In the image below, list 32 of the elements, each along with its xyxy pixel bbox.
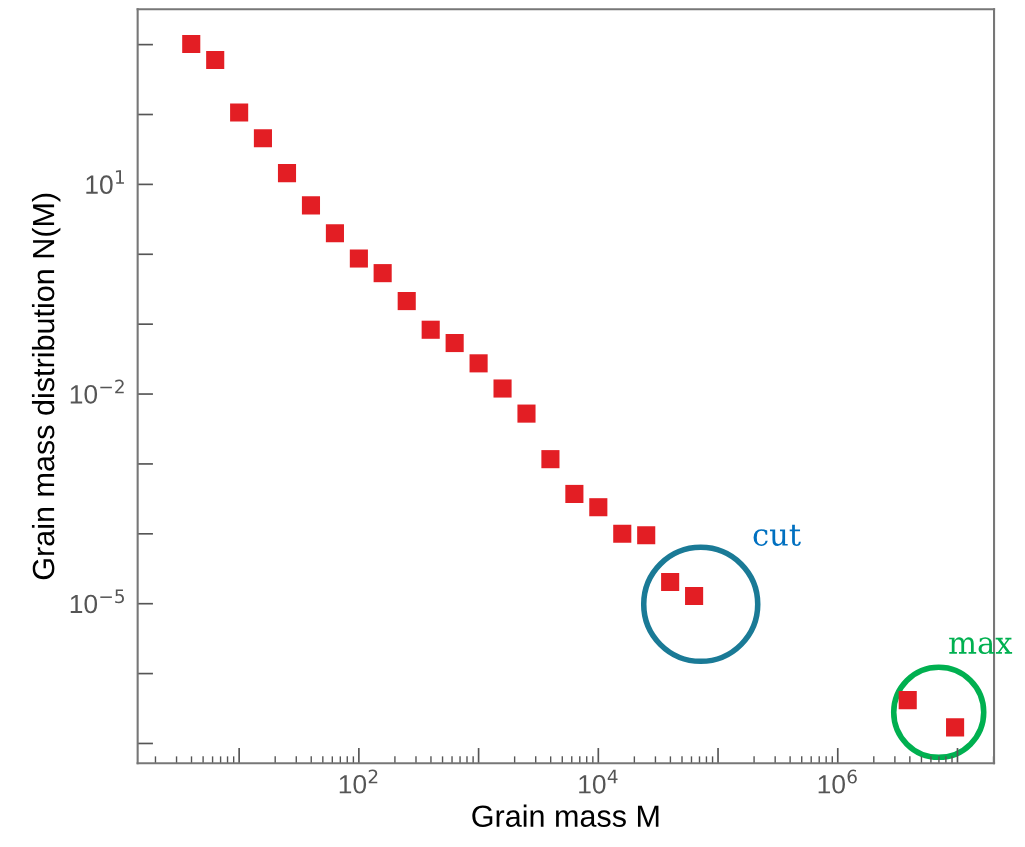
y-tick-label: 10$^{1}$ <box>86 170 124 195</box>
point <box>182 34 201 54</box>
point <box>253 129 272 148</box>
point <box>206 50 225 70</box>
point <box>493 379 512 398</box>
point <box>469 354 488 373</box>
point <box>589 498 608 517</box>
y-tick-label: 10$^{−5}$ <box>70 589 124 614</box>
point <box>517 404 536 423</box>
x-tick-label: 10$^{4}$ <box>579 769 618 794</box>
point <box>277 164 297 183</box>
annotation: cut <box>753 524 801 546</box>
annotation: max <box>949 637 1013 655</box>
point <box>349 249 368 268</box>
x-tick-label: 10$^{6}$ <box>818 769 857 794</box>
point <box>325 224 344 243</box>
point <box>445 333 464 353</box>
point <box>541 450 560 469</box>
point <box>373 264 392 283</box>
point <box>230 103 249 122</box>
x-axis-title: Grain mass M <box>472 804 659 828</box>
point <box>421 320 440 339</box>
point <box>613 524 632 543</box>
point <box>565 484 584 503</box>
point <box>661 573 680 592</box>
point <box>685 586 704 606</box>
y-axis-title: Grain mass distribution N(M) <box>31 193 61 580</box>
x-tick-label: 10$^{2}$ <box>339 769 378 794</box>
point <box>397 292 416 311</box>
point <box>637 526 656 545</box>
y-tick-label: 10$^{−2}$ <box>70 379 124 404</box>
point <box>301 196 321 215</box>
